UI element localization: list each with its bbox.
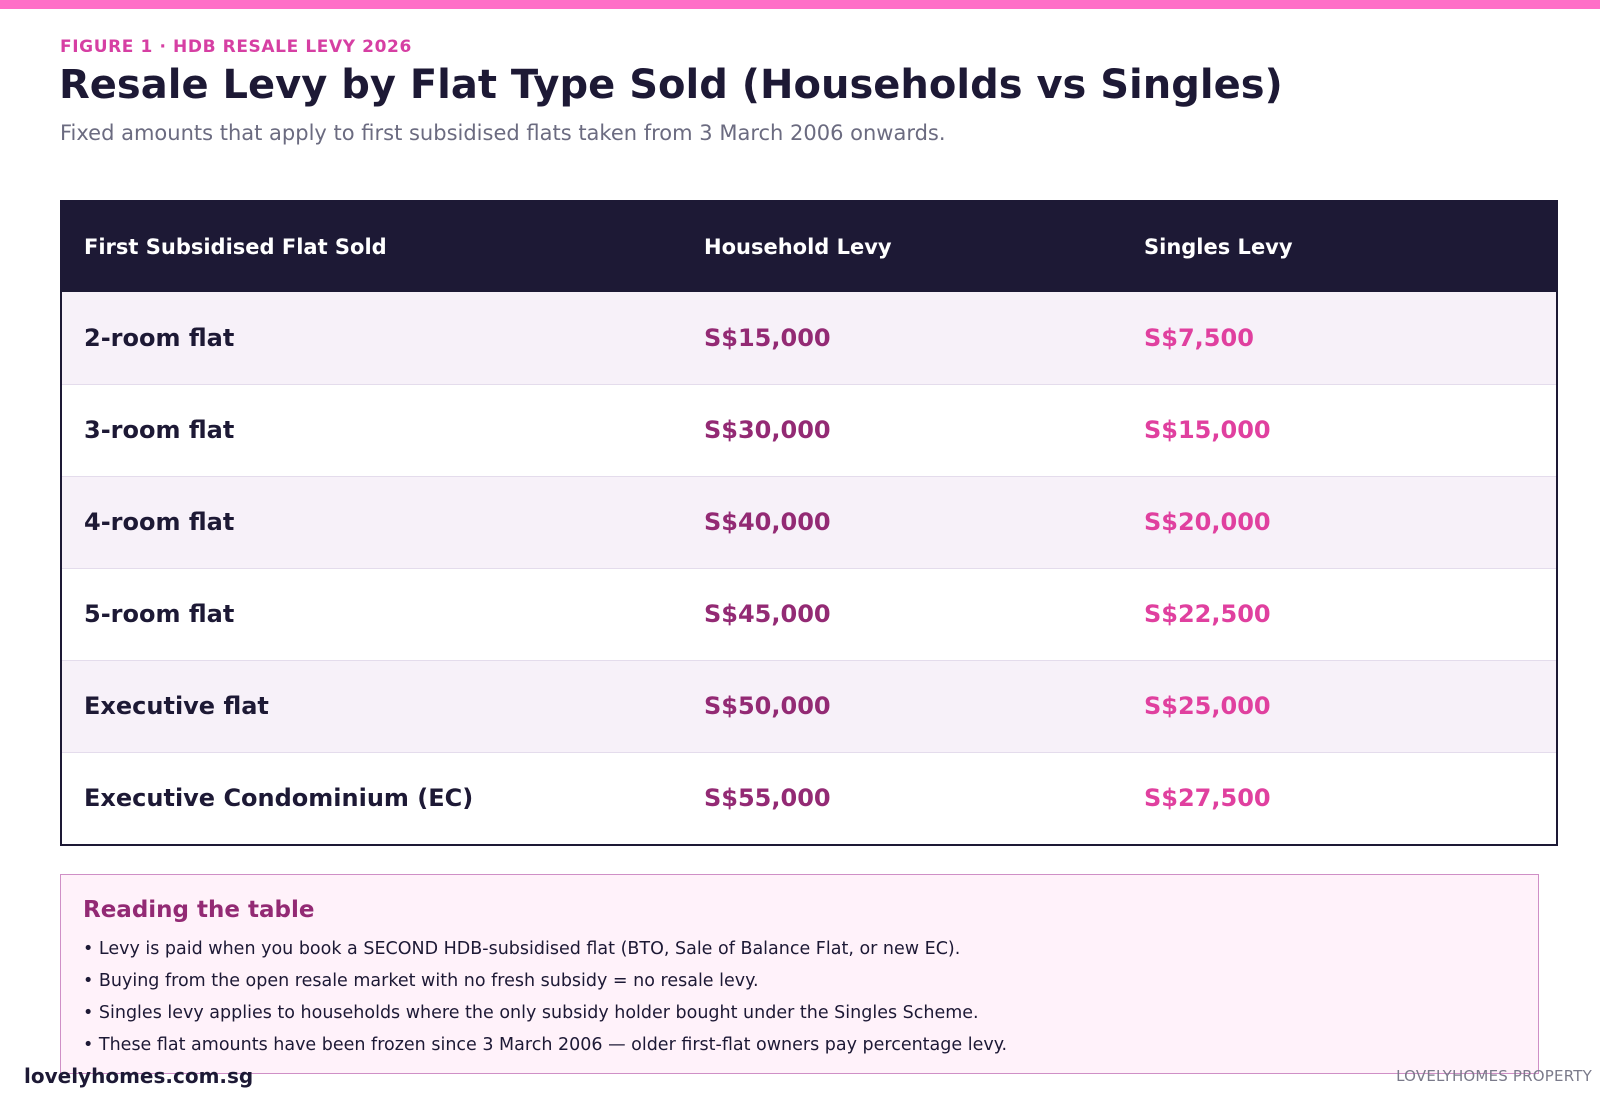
flat-type-cell: Executive Condominium (EC) xyxy=(84,784,474,813)
singles-levy-cell: S$20,000 xyxy=(1144,508,1271,536)
brand-name: LOVELYHOMES PROPERTY xyxy=(1396,1067,1592,1085)
table-row: Executive flat S$50,000 S$25,000 xyxy=(62,660,1556,752)
flat-type-cell: 5-room flat xyxy=(84,600,235,628)
household-levy-cell: S$30,000 xyxy=(704,416,831,444)
reading-notes-box: Reading the table Levy is paid when you … xyxy=(60,874,1539,1074)
list-item: Buying from the open resale market with … xyxy=(83,965,1516,997)
list-item: Levy is paid when you book a SECOND HDB-… xyxy=(83,933,1516,965)
household-levy-cell: S$50,000 xyxy=(704,692,831,720)
household-levy-cell: S$40,000 xyxy=(704,508,831,536)
household-levy-cell: S$15,000 xyxy=(704,323,831,352)
household-levy-cell: S$55,000 xyxy=(704,784,831,813)
table-row: 2-room flat S$15,000 S$7,500 xyxy=(62,292,1556,384)
list-item: Singles levy applies to households where… xyxy=(83,997,1516,1029)
singles-levy-cell: S$27,500 xyxy=(1144,784,1271,813)
singles-levy-cell: S$25,000 xyxy=(1144,692,1271,720)
flat-type-cell: 3-room flat xyxy=(84,416,235,444)
table-header-row: First Subsidised Flat Sold Household Lev… xyxy=(62,202,1556,292)
list-item: These flat amounts have been frozen sinc… xyxy=(83,1029,1516,1061)
top-accent-bar xyxy=(0,0,1600,9)
page-title: Resale Levy by Flat Type Sold (Household… xyxy=(59,62,1283,108)
flat-type-cell: 2-room flat xyxy=(84,323,235,352)
column-header-singles: Singles Levy xyxy=(1144,235,1293,259)
site-url: lovelyhomes.com.sg xyxy=(24,1064,254,1088)
table-row: 3-room flat S$30,000 S$15,000 xyxy=(62,384,1556,476)
levy-table-container: First Subsidised Flat Sold Household Lev… xyxy=(60,200,1558,846)
page-subtitle: Fixed amounts that apply to first subsid… xyxy=(60,121,946,145)
flat-type-cell: 4-room flat xyxy=(84,508,235,536)
levy-table: First Subsidised Flat Sold Household Lev… xyxy=(62,202,1556,844)
notes-title: Reading the table xyxy=(83,897,315,923)
notes-list: Levy is paid when you book a SECOND HDB-… xyxy=(83,933,1516,1061)
singles-levy-cell: S$15,000 xyxy=(1144,416,1271,444)
table-row: 5-room flat S$45,000 S$22,500 xyxy=(62,568,1556,660)
column-header-household: Household Levy xyxy=(704,235,892,259)
flat-type-cell: Executive flat xyxy=(84,692,269,720)
column-header-flat: First Subsidised Flat Sold xyxy=(84,235,387,259)
table-row: 4-room flat S$40,000 S$20,000 xyxy=(62,476,1556,568)
household-levy-cell: S$45,000 xyxy=(704,600,831,628)
singles-levy-cell: S$7,500 xyxy=(1144,323,1254,352)
singles-levy-cell: S$22,500 xyxy=(1144,600,1271,628)
figure-label: FIGURE 1 · HDB RESALE LEVY 2026 xyxy=(60,37,412,57)
table-row: Executive Condominium (EC) S$55,000 S$27… xyxy=(62,752,1556,844)
